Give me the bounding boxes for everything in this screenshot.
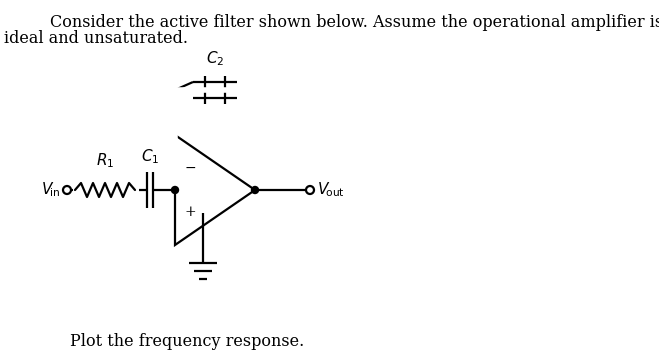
Text: $C_1$: $C_1$: [141, 147, 159, 166]
Circle shape: [171, 186, 179, 194]
Circle shape: [306, 186, 314, 194]
Text: $R_1$: $R_1$: [96, 151, 114, 170]
Text: +: +: [185, 205, 196, 219]
Text: −: −: [185, 161, 196, 175]
Text: Plot the frequency response.: Plot the frequency response.: [70, 333, 304, 350]
Text: ideal and unsaturated.: ideal and unsaturated.: [4, 30, 188, 47]
Text: $C_2$: $C_2$: [206, 49, 224, 68]
Circle shape: [63, 186, 71, 194]
Text: Consider the active filter shown below. Assume the operational amplifier is: Consider the active filter shown below. …: [50, 14, 659, 31]
Text: $V_{\!\mathrm{out}}$: $V_{\!\mathrm{out}}$: [317, 181, 345, 199]
Circle shape: [252, 186, 258, 194]
Text: $V_{\!\mathrm{in}}$: $V_{\!\mathrm{in}}$: [42, 181, 61, 199]
